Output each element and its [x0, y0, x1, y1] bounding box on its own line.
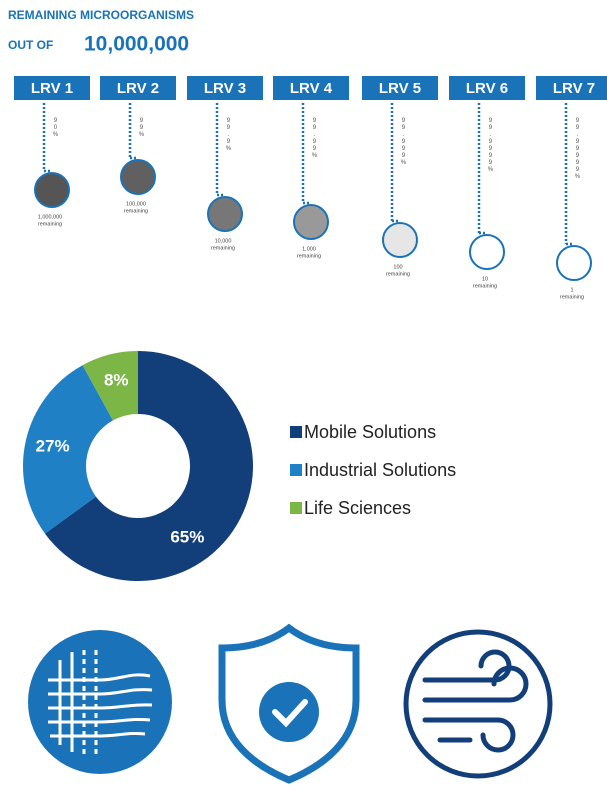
lrv-label: LRV 2	[117, 80, 159, 97]
lrv-box	[273, 76, 349, 100]
lrv-percent: 99.999%	[400, 118, 406, 167]
lrv-box	[100, 76, 176, 100]
lrv-percent: 99.9999%	[487, 118, 493, 174]
header-prefix: OUT OF	[8, 38, 53, 52]
remaining-note: remaining	[473, 283, 497, 289]
lrv-percent: 99.99999%	[574, 118, 580, 181]
legend-label: Life Sciences	[304, 498, 411, 518]
filter-icon	[28, 630, 172, 774]
sample-circle	[120, 159, 156, 195]
legend-label: Mobile Solutions	[304, 422, 436, 442]
lrv-label: LRV 4	[290, 80, 333, 97]
donut-chart: 65% 27% 8% Mobile Solutions Industrial Solut…	[23, 350, 456, 581]
remaining-note: remaining	[560, 294, 584, 300]
sample-circle	[207, 196, 243, 232]
lrv-percent: 99%	[138, 118, 144, 139]
remaining-note: remaining	[38, 221, 62, 227]
legend-swatch	[290, 502, 302, 514]
sample-circle	[382, 222, 418, 258]
remaining-count: 100,000	[126, 201, 146, 207]
header-total: 10,000,000	[84, 33, 189, 56]
lrv-box	[362, 76, 438, 100]
sample-circle	[34, 172, 70, 208]
lrv-percent: 99.9%	[225, 118, 231, 153]
lrv-percent: 90%	[52, 118, 58, 139]
remaining-note: remaining	[386, 271, 410, 277]
remaining-note: remaining	[124, 208, 148, 214]
remaining-count: 1	[570, 287, 573, 293]
donut-slice	[82, 350, 138, 421]
legend-swatch	[290, 464, 302, 476]
sample-circle	[469, 234, 505, 270]
air-icon	[403, 629, 553, 779]
legend-label: Industrial Solutions	[304, 460, 456, 480]
remaining-count: 1,000	[302, 246, 316, 252]
remaining-note: remaining	[211, 245, 235, 251]
donut-slice	[44, 351, 254, 581]
header-title: REMAINING MICROORGANISMS	[8, 8, 194, 22]
remaining-count: 1,000,000	[38, 214, 62, 220]
remaining-note: remaining	[297, 253, 321, 259]
donut-slice	[23, 365, 113, 534]
remaining-count: 10	[482, 276, 488, 282]
lrv-box	[14, 76, 90, 100]
lrv-label: LRV 7	[553, 80, 595, 97]
remaining-count: 10,000	[215, 238, 232, 244]
slice-label: 65%	[170, 528, 204, 547]
lrv-box	[449, 76, 525, 100]
shield-icon	[218, 623, 360, 784]
slice-label: 8%	[104, 371, 129, 390]
lrv-label: LRV 5	[379, 80, 421, 97]
lrv-percent: 99.99%	[311, 118, 317, 160]
lrv-label: LRV 6	[466, 80, 508, 97]
remaining-count: 100	[393, 264, 402, 270]
lrv-box	[187, 76, 263, 100]
lrv-label: LRV 3	[204, 80, 246, 97]
sample-circle	[556, 245, 592, 281]
legend-swatch	[290, 426, 302, 438]
sample-circle	[293, 204, 329, 240]
lrv-label: LRV 1	[31, 80, 73, 97]
lrv-box	[536, 76, 607, 100]
slice-label: 27%	[36, 436, 70, 455]
